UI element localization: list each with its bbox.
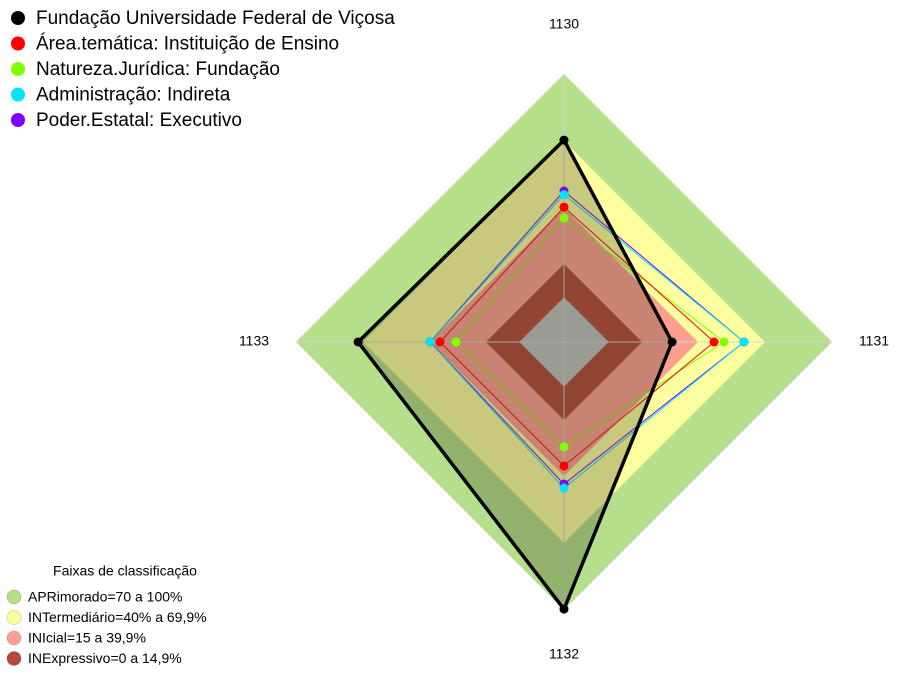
band-legend-title: Faixas de classificação xyxy=(53,563,197,579)
series-point xyxy=(559,190,569,200)
band-legend-marker xyxy=(6,630,22,646)
series-point xyxy=(667,337,677,347)
series-point xyxy=(559,442,569,452)
band-legend-label: INExpressivo=0 a 14,9% xyxy=(28,650,182,666)
legend-marker xyxy=(11,62,25,76)
legend-label: Área.temática: Instituição de Ensino xyxy=(36,34,339,55)
axis-label: 1132 xyxy=(549,646,579,662)
band-legend-marker xyxy=(6,610,22,625)
axis-label: 1130 xyxy=(549,16,579,32)
band-legend-label: INIcial=15 a 39,9% xyxy=(28,630,146,646)
legend-marker xyxy=(11,36,25,51)
band-legend-marker xyxy=(6,651,22,666)
legend-label: Fundação Universidade Federal de Viçosa xyxy=(36,8,395,29)
series-point xyxy=(559,604,569,614)
legend-marker xyxy=(11,11,25,25)
series-point xyxy=(435,337,445,347)
series-point xyxy=(425,337,435,347)
series-point xyxy=(739,337,749,347)
legend-marker xyxy=(11,113,25,127)
band-legend-label: INTermediário=40% a 69,9% xyxy=(28,609,207,625)
series-point xyxy=(559,213,569,223)
legend-label: Administração: Indireta xyxy=(36,85,231,106)
series-point xyxy=(709,337,719,347)
legend-label: Natureza.Jurídica: Fundação xyxy=(36,59,280,80)
axis-label: 1131 xyxy=(859,333,889,349)
band-legend-label: APRimorado=70 a 100% xyxy=(28,589,183,605)
series-point xyxy=(559,202,569,212)
legend-label: Poder.Estatal: Executivo xyxy=(36,110,242,131)
band-legend-marker xyxy=(6,589,22,605)
series-point xyxy=(353,337,363,347)
series-point xyxy=(559,461,569,471)
series-point xyxy=(719,337,729,347)
series-point xyxy=(451,337,461,347)
legend-marker xyxy=(11,87,25,102)
axis-label: 1133 xyxy=(239,333,269,349)
series-point xyxy=(559,483,569,493)
series-point xyxy=(559,135,569,145)
